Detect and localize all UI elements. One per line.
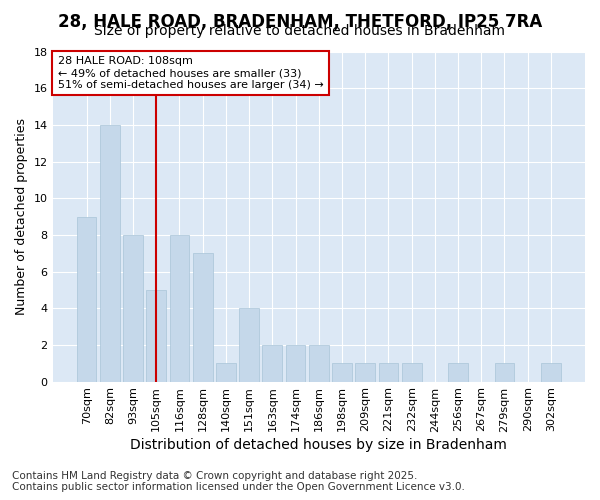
- Bar: [541, 363, 561, 382]
- Bar: [309, 345, 329, 382]
- Bar: [286, 345, 305, 382]
- Bar: [448, 363, 468, 382]
- Bar: [379, 363, 398, 382]
- Bar: [146, 290, 166, 382]
- Bar: [332, 363, 352, 382]
- Bar: [123, 235, 143, 382]
- Bar: [170, 235, 190, 382]
- Text: 28 HALE ROAD: 108sqm
← 49% of detached houses are smaller (33)
51% of semi-detac: 28 HALE ROAD: 108sqm ← 49% of detached h…: [58, 56, 323, 90]
- Text: Contains HM Land Registry data © Crown copyright and database right 2025.
Contai: Contains HM Land Registry data © Crown c…: [12, 471, 465, 492]
- Bar: [77, 216, 97, 382]
- Bar: [402, 363, 422, 382]
- Text: Size of property relative to detached houses in Bradenham: Size of property relative to detached ho…: [95, 24, 505, 38]
- Bar: [239, 308, 259, 382]
- Bar: [262, 345, 282, 382]
- Bar: [355, 363, 375, 382]
- Y-axis label: Number of detached properties: Number of detached properties: [15, 118, 28, 315]
- Bar: [216, 363, 236, 382]
- Bar: [100, 125, 119, 382]
- Bar: [494, 363, 514, 382]
- Text: 28, HALE ROAD, BRADENHAM, THETFORD, IP25 7RA: 28, HALE ROAD, BRADENHAM, THETFORD, IP25…: [58, 12, 542, 30]
- Bar: [193, 253, 212, 382]
- X-axis label: Distribution of detached houses by size in Bradenham: Distribution of detached houses by size …: [130, 438, 507, 452]
